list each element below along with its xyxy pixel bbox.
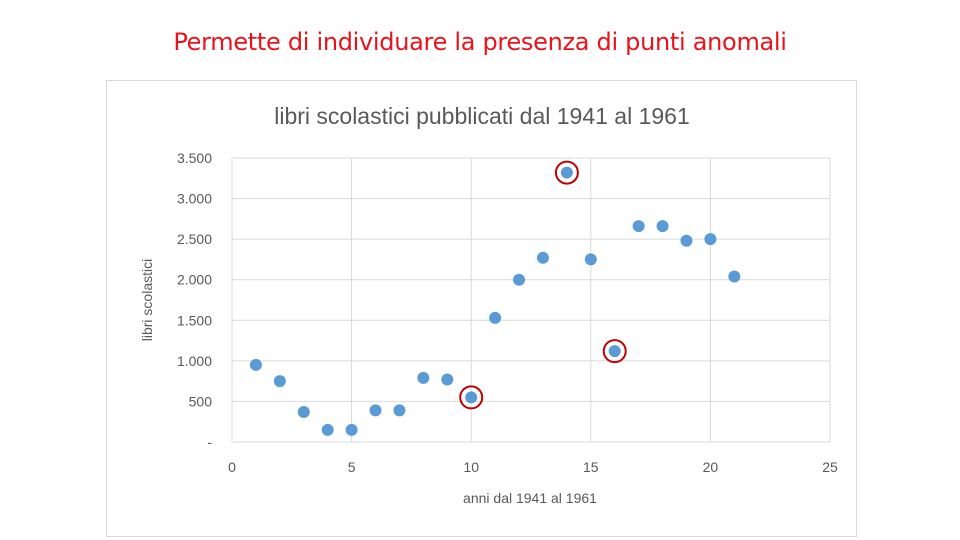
chart-title: libri scolastici pubblicati dal 1941 al … <box>274 103 690 129</box>
y-tick-label: 3.000 <box>177 191 212 207</box>
data-points <box>249 160 741 436</box>
x-tick-label: 10 <box>463 459 479 475</box>
data-point <box>321 423 334 436</box>
data-point <box>297 405 310 418</box>
data-point <box>560 166 573 179</box>
y-tick-label: 2.500 <box>177 231 212 247</box>
data-point <box>632 220 645 233</box>
data-point <box>656 220 669 233</box>
x-axis-label: anni dal 1941 al 1961 <box>463 490 597 506</box>
data-point <box>584 253 597 266</box>
data-point <box>536 251 549 264</box>
data-point <box>249 358 262 371</box>
data-point <box>369 404 382 417</box>
y-tick-label: 1.500 <box>177 312 212 328</box>
y-tick-label: - <box>207 434 212 450</box>
data-point <box>465 391 478 404</box>
x-tick-label: 20 <box>703 459 719 475</box>
x-tick-label: 0 <box>228 459 236 475</box>
outlier-highlight-circle <box>602 339 627 364</box>
data-point <box>704 233 717 246</box>
data-point <box>393 404 406 417</box>
data-point <box>417 371 430 384</box>
y-tick-label: 500 <box>189 393 213 409</box>
data-point <box>513 273 526 286</box>
data-point <box>441 373 454 386</box>
data-point <box>608 345 621 358</box>
data-point <box>273 375 286 388</box>
tick-labels: - 500 1.000 1.500 2.000 2.500 3.000 3.500 0 5 10 15… <box>177 150 838 475</box>
x-tick-label: 5 <box>348 459 356 475</box>
x-tick-label: 25 <box>822 459 838 475</box>
data-point <box>680 234 693 247</box>
outlier-highlight-circle <box>459 385 484 410</box>
data-point <box>345 423 358 436</box>
data-point <box>489 311 502 324</box>
y-tick-label: 1.000 <box>177 353 212 369</box>
slide-title: Permette di individuare la presenza di p… <box>173 28 787 56</box>
data-point <box>728 270 741 283</box>
y-tick-label: 2.000 <box>177 272 212 288</box>
outlier-highlight-circle <box>554 160 579 185</box>
y-axis-label: libri scolastici <box>139 259 155 341</box>
chart-frame <box>106 80 857 537</box>
y-tick-label: 3.500 <box>177 150 212 166</box>
x-tick-label: 15 <box>583 459 599 475</box>
gridlines <box>231 157 831 443</box>
